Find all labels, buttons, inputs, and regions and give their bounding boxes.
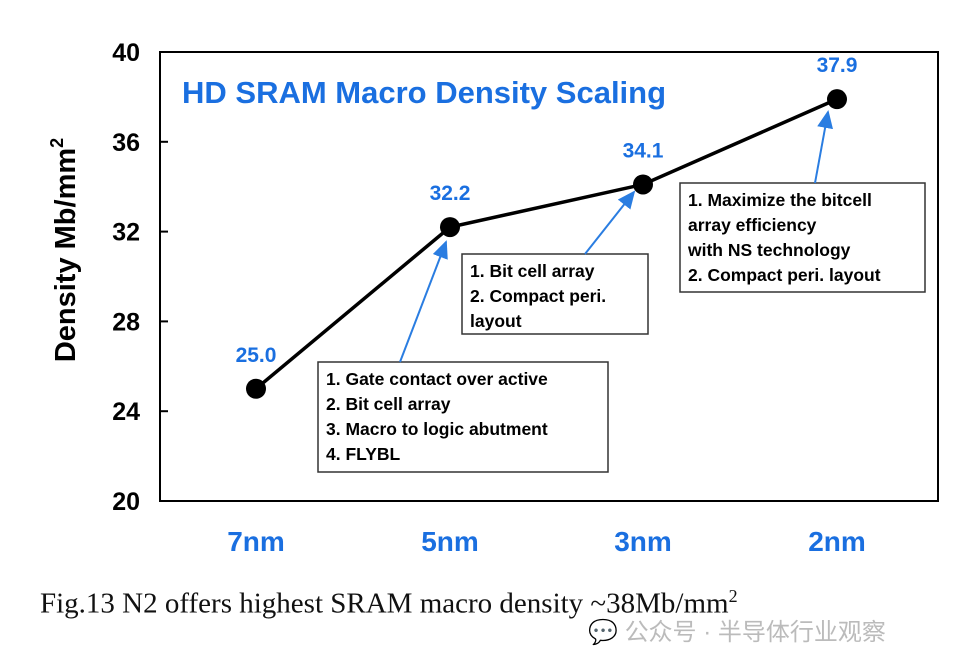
data-label: 25.0 — [236, 344, 277, 367]
annotation-line: 1. Gate contact over active — [326, 369, 548, 389]
y-tick-label: 32 — [112, 219, 140, 247]
chart: 20 24 28 32 36 40 7nm 5nm 3nm 2nm Density Mb/mm2 HD… — [47, 39, 939, 557]
wechat-icon: 💬 — [588, 619, 618, 646]
annotation-arrow — [584, 190, 636, 255]
annotation-box — [461, 253, 649, 335]
y-axis-label: Density Mb/mm2 — [47, 138, 82, 362]
x-tick-label: 3nm — [614, 526, 672, 557]
x-tick-label: 2nm — [808, 526, 866, 557]
plot-frame — [159, 51, 939, 502]
watermark: 💬 公众号 · 半导体行业观察 — [588, 612, 886, 647]
chart-title: HD SRAM Macro Density Scaling — [182, 75, 666, 110]
y-tick-label: 40 — [112, 39, 140, 67]
data-point — [246, 378, 266, 399]
data-label: 37.9 — [817, 54, 858, 77]
y-tick-label: 24 — [112, 398, 140, 426]
annotation-line: 2. Compact peri. — [470, 286, 606, 306]
x-tick-label: 7nm — [227, 526, 285, 557]
caption-text: Fig.13 N2 offers highest SRAM macro dens… — [40, 587, 729, 620]
data-point — [440, 217, 460, 238]
annotation-box — [317, 361, 609, 473]
annotation-line: 2. Bit cell array — [326, 394, 451, 414]
annotation-line: 1. Bit cell array — [470, 261, 595, 281]
watermark-text: 公众号 · 半导体行业观察 — [624, 619, 886, 646]
annotation-line: array efficiency — [688, 215, 817, 235]
annotation-line: 3. Macro to logic abutment — [326, 419, 548, 439]
annotation-line: with NS technology — [687, 240, 851, 260]
x-tick-label: 5nm — [421, 526, 479, 557]
data-point — [633, 174, 653, 195]
annotation-line: 4. FLYBL — [326, 444, 401, 464]
annotation-line: layout — [470, 311, 522, 331]
data-label: 34.1 — [623, 139, 664, 162]
annotation-box — [679, 182, 926, 293]
data-point — [827, 89, 847, 110]
annotation-arrow — [399, 240, 448, 363]
annotation-line: 1. Maximize the bitcell — [688, 190, 872, 210]
caption-superscript: 2 — [728, 586, 738, 606]
data-label: 32.2 — [430, 182, 471, 205]
figure-caption: Fig.13 N2 offers highest SRAM macro dens… — [40, 586, 738, 621]
y-tick-label: 36 — [112, 129, 140, 157]
series-line — [254, 97, 838, 391]
annotation-line: 2. Compact peri. layout — [688, 265, 881, 285]
y-tick-label: 28 — [112, 308, 140, 336]
annotation-arrow — [814, 110, 833, 184]
y-tick-label: 20 — [112, 488, 140, 516]
